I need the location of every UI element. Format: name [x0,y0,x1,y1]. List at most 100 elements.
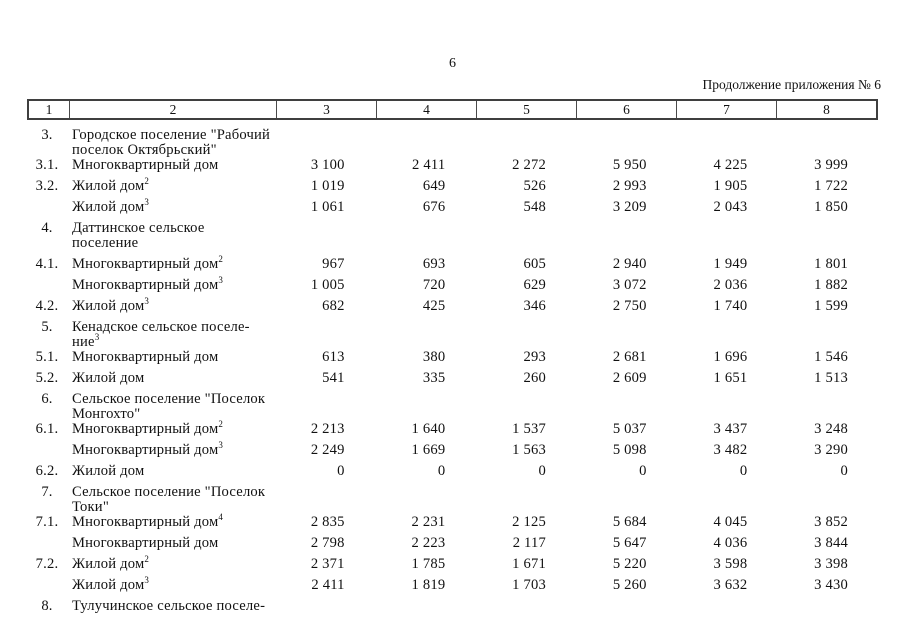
value-cell: 425 [422,298,446,314]
value-cell: 1 513 [814,370,848,386]
table-row: 4.2. Жилой дом3 682 425 346 2 750 1 740 1 599 [27,296,878,314]
row-label: Жилой дом3 [67,575,274,593]
value-cell: 4 045 [713,514,748,530]
row-label-line: Жилой дом3 [72,296,150,314]
value-cell: 2 117 [512,535,546,551]
row-number: 7. [41,484,53,500]
row-label: Жилой дом2 [67,555,274,572]
row-number: 5.1. [35,349,59,365]
continuation-caption: Продолжение приложения № 6 [702,77,881,92]
row-number [27,443,67,458]
column-header: 2 [69,101,276,118]
value-cell: 2 411 [412,157,446,173]
value-cell: 1 703 [512,577,546,593]
value-cell [777,599,878,614]
value-cell [677,599,778,614]
table-row: 5.1. Многоквартирный дом 613 380 293 2 681 1 6… [27,350,878,365]
value-cell [677,320,778,350]
value-cell [677,128,778,158]
value-cell: 3 209 [612,199,647,215]
value-cell: 1 599 [814,298,848,314]
value-cell: 1 850 [814,199,848,215]
row-number [27,278,67,293]
row-label: Жилой дом2 [67,176,274,194]
value-cell: 629 [523,277,546,293]
value-cell: 2 223 [411,535,446,551]
value-cell: 0 [739,463,748,479]
value-cell [274,128,375,158]
value-cell: 1 785 [411,556,446,572]
value-cell: 3 290 [814,442,848,458]
row-label: Тулучинское сельское поселе- [67,599,274,614]
value-cell: 1 801 [814,256,848,272]
value-cell: 613 [322,349,345,365]
value-cell [576,128,677,158]
row-number: 6. [41,391,53,407]
value-cell [677,392,778,422]
footnote-marker: 2 [218,419,224,430]
row-label-line: Жилой дом2 [72,176,150,194]
value-cell: 5 260 [612,577,647,593]
table-row: 4.1. Многоквартирный дом2 967 693 605 2 940 1 … [27,255,878,272]
value-cell: 5 220 [612,556,647,572]
column-header: 6 [576,101,676,118]
table-row: 4. Даттинское сельское поселение [27,221,878,251]
row-label-line: Многоквартирный дом3 [72,440,224,458]
table-row: Многоквартирный дом3 2 249 1 669 1 563 5 098… [27,440,878,458]
value-cell [777,485,878,515]
value-cell: 293 [523,349,546,365]
value-cell: 2 940 [612,256,647,272]
row-number: 5. [41,319,53,335]
value-cell [375,485,476,515]
row-label-line: Многоквартирный дом [72,157,219,173]
row-label-line: Многоквартирный дом3 [72,275,224,293]
value-cell [375,599,476,614]
footnote-marker: 3 [144,575,150,586]
row-number: 3.1. [35,157,59,173]
value-cell: 1 671 [512,556,546,572]
table-row: 7.1. Многоквартирный дом4 2 835 2 231 2 125 5… [27,513,878,530]
value-cell [677,485,778,515]
value-cell: 3 072 [612,277,647,293]
value-cell [475,392,576,422]
value-cell: 3 852 [814,514,848,530]
row-number: 6.2. [35,463,59,479]
value-cell: 4 036 [713,535,748,551]
value-cell: 526 [523,178,546,194]
value-cell: 676 [422,199,446,215]
footnote-marker: 2 [144,176,150,187]
column-header: 5 [476,101,576,118]
value-cell: 1 563 [512,442,546,458]
row-label-line: Монгохто" [72,406,141,422]
value-cell: 1 905 [713,178,748,194]
page-number: 6 [449,56,456,71]
row-label-line: Сельское поселение "Поселок [72,484,266,500]
row-label: Многоквартирный дом [67,158,274,173]
value-cell [375,221,476,251]
table-row: 3.1. Многоквартирный дом 3 100 2 411 2 272 5 … [27,158,878,173]
value-cell: 260 [523,370,546,386]
table-row: 8. Тулучинское сельское поселе- [27,599,878,614]
value-cell [475,128,576,158]
table-row: 6.1. Многоквартирный дом2 2 213 1 640 1 537 5… [27,419,878,437]
row-label: Многоквартирный дом2 [67,419,274,437]
value-cell: 2 371 [310,556,345,572]
row-label: Многоквартирный дом3 [67,275,274,293]
value-cell [475,320,576,350]
footnote-marker: 3 [144,296,150,307]
row-label: Многоквартирный дом3 [67,440,274,458]
value-cell: 4 225 [713,157,748,173]
row-number: 8. [41,598,53,614]
value-cell: 3 632 [713,577,748,593]
value-cell: 693 [422,256,446,272]
value-cell: 2 036 [713,277,748,293]
value-cell: 346 [523,298,546,314]
row-number: 5.2. [35,370,59,386]
row-label: Многоквартирный дом [67,350,274,365]
value-cell: 1 061 [310,199,345,215]
row-label-line: Кенадское сельское поселе- [72,319,250,335]
value-cell: 2 750 [612,298,647,314]
table-row: 6. Сельское поселение "Поселок Монгохто" [27,392,878,422]
value-cell: 3 437 [713,421,748,437]
